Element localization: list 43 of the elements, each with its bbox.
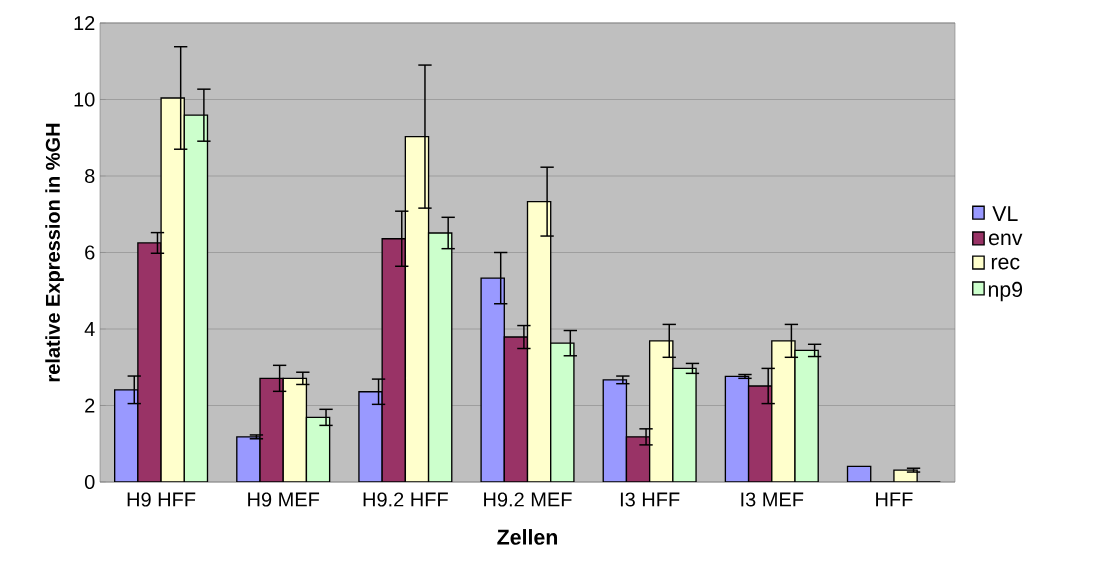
x-tick-label: H9 MEF bbox=[248, 492, 320, 507]
bar bbox=[114, 389, 138, 482]
y-tick-label: 10 bbox=[74, 92, 95, 107]
bar bbox=[382, 238, 406, 482]
bar bbox=[283, 378, 307, 482]
y-tick-label: 12 bbox=[74, 16, 95, 30]
y-tick-label: 0 bbox=[84, 474, 95, 490]
x-tick-label: H9.2 HFF bbox=[363, 492, 448, 507]
bar bbox=[550, 343, 574, 482]
bar bbox=[481, 278, 505, 482]
bar bbox=[161, 97, 185, 482]
bar bbox=[306, 417, 330, 482]
bar bbox=[748, 385, 772, 482]
y-tick-label: 4 bbox=[84, 322, 95, 336]
legend-label: rec bbox=[991, 257, 1020, 270]
bar bbox=[725, 376, 749, 482]
bar bbox=[603, 379, 627, 482]
bar bbox=[260, 378, 284, 482]
bar bbox=[358, 391, 383, 482]
bar bbox=[137, 242, 162, 482]
x-tick-label: HFF bbox=[876, 492, 913, 507]
bar bbox=[527, 201, 551, 482]
x-tick-label: I3 MEF bbox=[741, 492, 804, 507]
legend-label: env bbox=[988, 233, 1023, 246]
x-tick-label: I3 HFF bbox=[620, 492, 680, 507]
bar bbox=[405, 136, 429, 482]
bar bbox=[236, 436, 261, 482]
bar bbox=[626, 436, 650, 482]
x-tick-label: H9 HFF bbox=[127, 492, 196, 507]
bar bbox=[771, 340, 795, 482]
bar bbox=[184, 115, 208, 482]
y-tick-label: 6 bbox=[85, 245, 95, 260]
x-axis-title: Zellen bbox=[497, 529, 558, 545]
bar bbox=[795, 350, 819, 482]
y-tick-label: 2 bbox=[85, 398, 95, 413]
bar bbox=[428, 232, 452, 482]
y-axis-title: relative Expression in %GH bbox=[45, 123, 64, 382]
x-tick-label: H9.2 MEF bbox=[484, 492, 572, 507]
bar bbox=[504, 337, 528, 482]
legend-label: VL bbox=[992, 206, 1018, 221]
legend-label: np9 bbox=[988, 281, 1023, 302]
bar bbox=[649, 340, 673, 482]
y-tick-label: 8 bbox=[85, 168, 95, 184]
